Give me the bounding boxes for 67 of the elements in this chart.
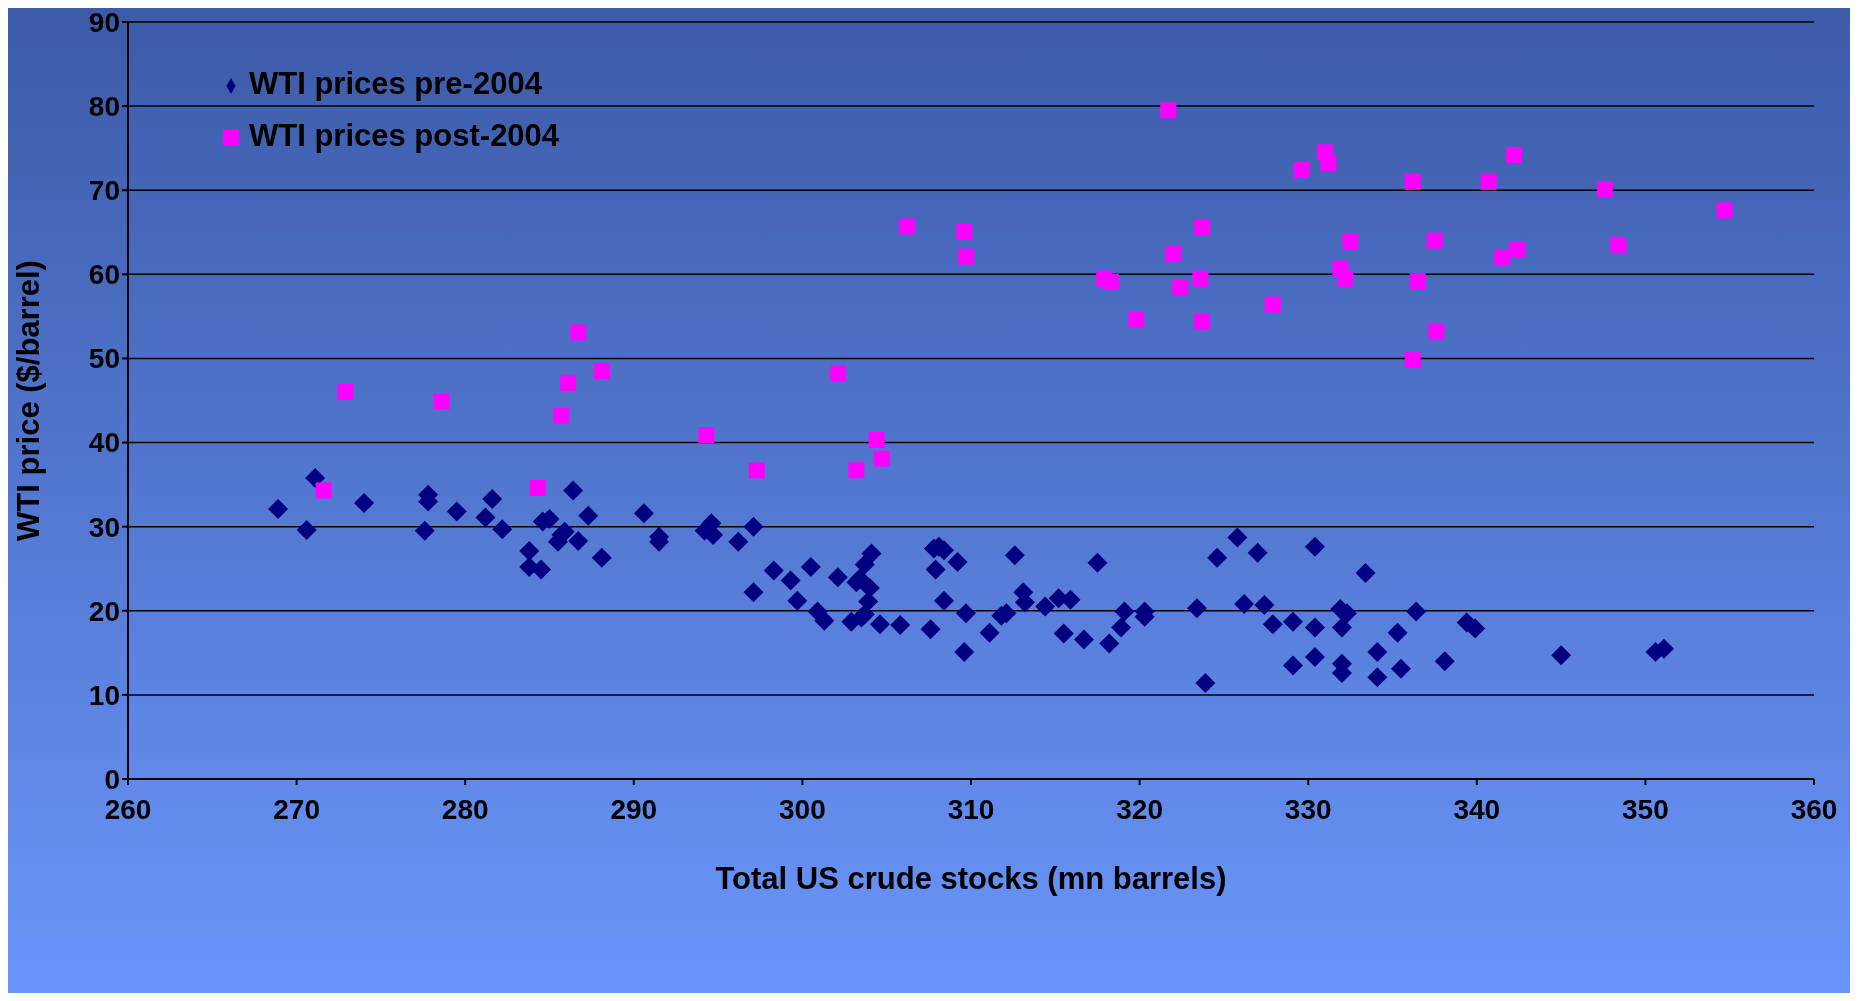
x-tick-label: 360	[1790, 793, 1838, 825]
point	[1165, 246, 1182, 263]
y-tick-label: 0	[104, 763, 120, 795]
point	[337, 384, 354, 401]
point	[1480, 173, 1497, 190]
point	[1426, 232, 1443, 249]
legend-label: WTI prices post-2004	[249, 118, 560, 153]
y-tick-label: 80	[88, 91, 120, 123]
point	[1160, 102, 1177, 119]
y-tick-label: 20	[88, 595, 120, 627]
x-tick-label: 330	[1284, 793, 1332, 825]
x-axis-title: Total US crude stocks (mn barrels)	[715, 861, 1227, 896]
point	[1596, 181, 1613, 198]
x-tick-label: 270	[273, 793, 320, 825]
legend-label: WTI prices pre-2004	[249, 66, 542, 101]
point	[868, 432, 885, 449]
point	[957, 248, 974, 265]
point	[1337, 270, 1354, 287]
point	[698, 426, 715, 443]
point	[1264, 296, 1281, 313]
x-tick-label: 300	[779, 793, 826, 825]
point	[829, 365, 846, 382]
x-tick-label: 320	[1116, 793, 1163, 825]
x-tick-label: 310	[947, 793, 995, 825]
point	[873, 450, 890, 467]
x-tick-label: 290	[610, 793, 658, 825]
point	[1428, 323, 1445, 340]
y-tick-label: 30	[88, 511, 120, 543]
point	[1409, 273, 1426, 290]
point	[529, 479, 546, 496]
point	[1172, 279, 1189, 296]
point	[1404, 173, 1421, 190]
y-tick-label: 90	[88, 6, 120, 38]
y-tick-label: 10	[88, 679, 120, 711]
point	[1404, 352, 1421, 369]
y-tick-label: 40	[88, 427, 120, 459]
point	[1293, 162, 1310, 179]
y-tick-label: 70	[88, 175, 120, 207]
point	[1342, 233, 1359, 250]
point	[1102, 273, 1119, 290]
point	[1505, 146, 1522, 163]
point	[1494, 249, 1511, 266]
point	[433, 393, 450, 410]
x-tick-label: 260	[104, 793, 152, 825]
point	[1716, 202, 1733, 219]
point	[553, 407, 570, 424]
y-axis-title: WTI price ($/barrel)	[11, 260, 47, 541]
point	[315, 482, 332, 499]
point	[1193, 313, 1210, 330]
point	[1192, 270, 1209, 287]
y-tick-label: 50	[88, 343, 120, 375]
point	[1193, 219, 1210, 236]
point	[593, 363, 610, 380]
point	[1509, 241, 1526, 258]
point	[956, 223, 973, 240]
point	[560, 374, 577, 391]
point	[1128, 311, 1145, 328]
x-tick-label: 350	[1622, 793, 1669, 825]
point	[1610, 236, 1627, 253]
point	[570, 324, 587, 341]
point	[1320, 155, 1337, 172]
x-tick-label: 340	[1453, 793, 1501, 825]
y-tick-label: 60	[88, 259, 120, 291]
point	[898, 218, 915, 235]
x-tick-label: 280	[441, 793, 489, 825]
point	[848, 462, 865, 479]
point	[748, 462, 765, 479]
